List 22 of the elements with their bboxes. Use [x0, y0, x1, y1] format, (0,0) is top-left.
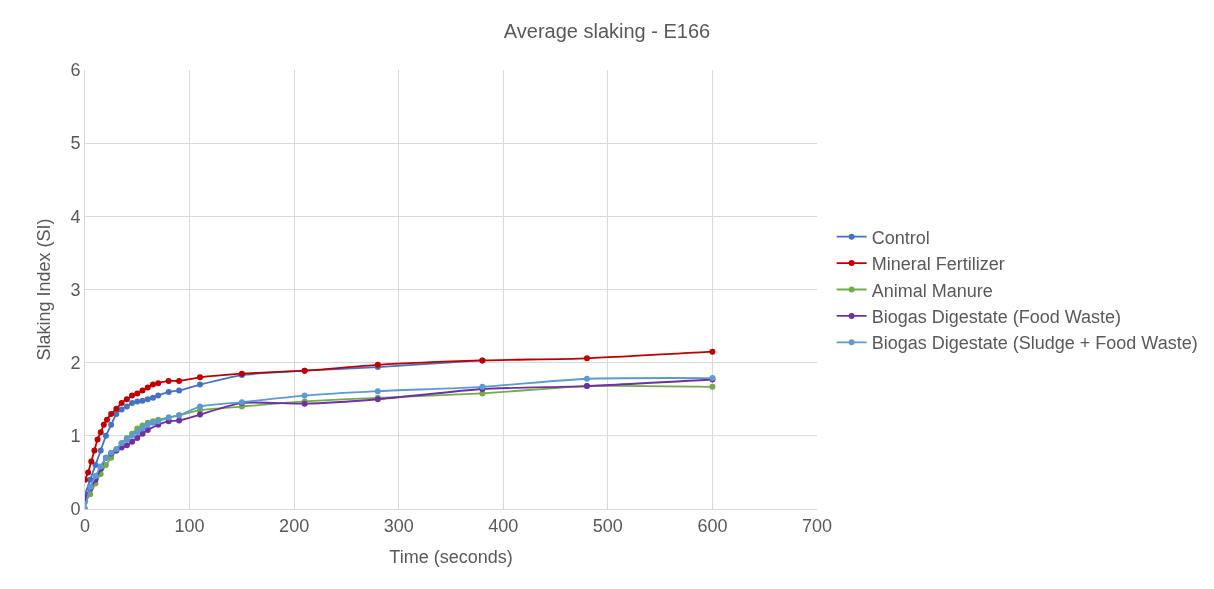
legend-label: Biogas Digestate (Sludge + Food Waste)	[871, 333, 1198, 354]
chart-title: Average slaking - E166	[503, 19, 711, 42]
y-tick-label: 3	[70, 279, 81, 300]
y-tick-label: 4	[70, 206, 81, 227]
x-axis-title: Time (seconds)	[389, 546, 513, 567]
legend-label: Mineral Fertilizer	[871, 254, 1005, 275]
x-tick-label: 600	[697, 515, 728, 536]
y-tick-label: 6	[70, 60, 81, 81]
y-tick-label: 5	[70, 133, 81, 154]
x-tick-label: 500	[592, 515, 623, 536]
y-tick-label: 0	[70, 499, 81, 520]
y-tick-label: 1	[70, 426, 81, 447]
x-tick-label: 700	[801, 515, 833, 536]
x-tick-label: 100	[174, 515, 205, 536]
legend-label: Control	[871, 227, 930, 248]
y-tick-label: 2	[70, 352, 81, 373]
x-tick-label: 300	[383, 515, 414, 536]
x-tick-label: 200	[279, 515, 310, 536]
legend-label: Animal Manure	[871, 280, 993, 301]
legend-label: Biogas Digestate (Food Waste)	[871, 306, 1122, 327]
x-tick-label: 400	[488, 515, 519, 536]
y-axis-title: Slaking Index (SI)	[33, 218, 54, 361]
